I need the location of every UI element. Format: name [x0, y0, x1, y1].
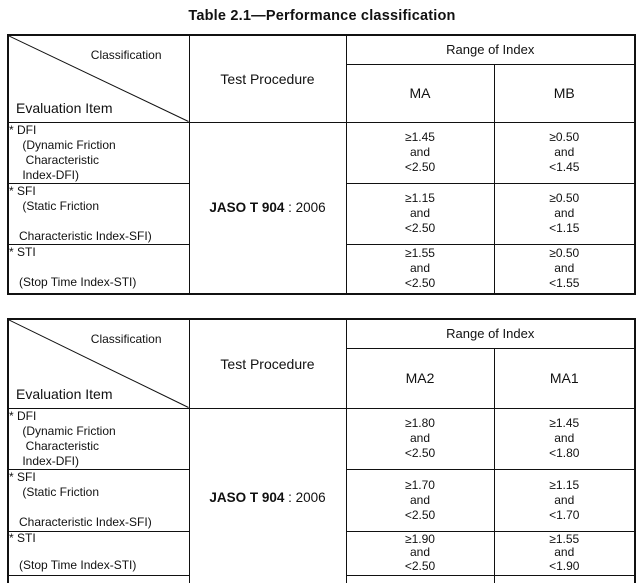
- column-header-ma1: MA1: [493, 347, 636, 409]
- range-sfi-ma: ≥1.15 and <2.50: [345, 182, 495, 245]
- diagonal-divider-line: [9, 36, 189, 122]
- range-dfi-ma1: ≥1.45 and <1.80: [493, 407, 636, 470]
- column-header-ma2: MA2: [345, 347, 495, 409]
- table-row-sti: * STI (Stop Time Index-STI) ≥1.90 and <2…: [7, 530, 636, 576]
- range-sti-ma1: ≥1.55 and <1.90: [493, 530, 636, 576]
- evaluation-item-sti: * STI (Stop Time Index-STI): [7, 243, 190, 295]
- page-title: Table 2.1—Performance classification: [188, 8, 456, 24]
- table-ma2ma1-container: Classification Evaluation Item Test Proc…: [7, 318, 639, 583]
- table-row-sti: * STI (Stop Time Index-STI) ≥1.55 and <2…: [7, 243, 636, 295]
- test-procedure-value: JASO T 904 : 2006: [188, 121, 347, 295]
- classification-label: Classification: [90, 48, 162, 62]
- performance-table-ma2ma1: Classification Evaluation Item Test Proc…: [7, 318, 636, 583]
- jaso-standard-label: JASO T 904: [209, 489, 285, 505]
- range-sti-mb: ≥0.50 and <1.55: [493, 243, 636, 295]
- jaso-year-label: : 2006: [284, 200, 326, 216]
- evaluation-item-dfi: * DFI (Dynamic Friction Characteristic I…: [7, 121, 190, 184]
- diagonal-divider-line: [9, 320, 189, 408]
- range-dfi-ma: ≥1.45 and <2.50: [345, 121, 495, 184]
- range-sfi-ma1: ≥1.15 and <1.70: [493, 468, 636, 532]
- test-procedure-value: JASO T 904 : 2006: [188, 407, 347, 583]
- jaso-year-label: : 2006: [284, 489, 326, 505]
- classification-evaluation-header-cell: Classification Evaluation Item: [7, 318, 190, 409]
- clipped-row: [7, 574, 636, 583]
- range-of-index-header: Range of Index: [345, 34, 636, 65]
- evaluation-item-sti: * STI (Stop Time Index-STI): [7, 530, 190, 576]
- evaluation-item-label: Evaluation Item: [16, 99, 113, 116]
- column-header-mb: MB: [493, 63, 636, 123]
- classification-evaluation-header-cell: Classification Evaluation Item: [7, 34, 190, 123]
- performance-table-mamb: Classification Evaluation Item Test Proc…: [7, 34, 636, 295]
- table-row-sfi: * SFI (Static Friction Characteristic In…: [7, 182, 636, 245]
- table-row-dfi: * DFI (Dynamic Friction Characteristic I…: [7, 121, 636, 295]
- jaso-standard-label: JASO T 904: [209, 200, 285, 216]
- evaluation-item-label: Evaluation Item: [16, 385, 113, 402]
- range-sti-ma2: ≥1.90 and <2.50: [345, 530, 495, 576]
- evaluation-item-sfi: * SFI (Static Friction Characteristic In…: [7, 468, 190, 532]
- range-sti-ma: ≥1.55 and <2.50: [345, 243, 495, 295]
- range-sfi-ma2: ≥1.70 and <2.50: [345, 468, 495, 532]
- evaluation-item-sfi: * SFI (Static Friction Characteristic In…: [7, 182, 190, 245]
- table-row-dfi: * DFI (Dynamic Friction Characteristic I…: [7, 407, 636, 583]
- range-sfi-mb: ≥0.50 and <1.15: [493, 182, 636, 245]
- column-header-ma: MA: [345, 63, 495, 123]
- test-procedure-header: Test Procedure: [188, 318, 347, 409]
- range-dfi-mb: ≥0.50 and <1.45: [493, 121, 636, 184]
- test-procedure-header: Test Procedure: [188, 34, 347, 123]
- evaluation-item-dfi: * DFI (Dynamic Friction Characteristic I…: [7, 407, 190, 470]
- classification-label: Classification: [90, 332, 162, 346]
- table-mamb-container: Classification Evaluation Item Test Proc…: [7, 34, 636, 295]
- range-of-index-header: Range of Index: [345, 318, 636, 349]
- table-row-sfi: * SFI (Static Friction Characteristic In…: [7, 468, 636, 532]
- range-dfi-ma2: ≥1.80 and <2.50: [345, 407, 495, 470]
